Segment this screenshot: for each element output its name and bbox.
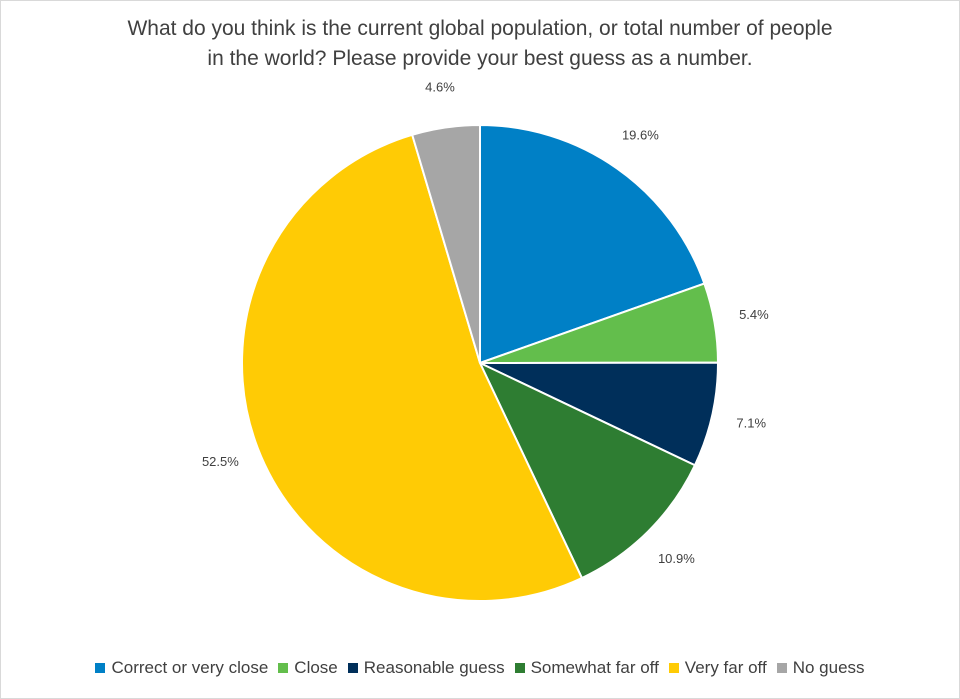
legend-swatch (95, 663, 106, 673)
chart-title-line-1: What do you think is the current global … (127, 17, 833, 40)
legend-swatch (668, 663, 679, 673)
data-label-somewhat-far-off: 10.9% (658, 551, 695, 566)
legend-label: Reasonable guess (363, 658, 505, 677)
legend-label: Very far off (684, 658, 767, 677)
data-label-close: 5.4% (739, 307, 769, 322)
legend-label: Somewhat far off (530, 658, 659, 677)
data-label-very-far-off: 52.5% (202, 454, 239, 469)
legend-swatch (278, 663, 289, 673)
legend-item-no-guess: No guess (776, 658, 865, 678)
legend-item-reasonable: Reasonable guess (347, 658, 505, 678)
chart-title: What do you think is the current global … (80, 14, 880, 74)
pie-slice-very-far-off (241, 133, 583, 602)
pie-slice-correct-or-very-close (479, 124, 706, 364)
legend-swatch (347, 663, 358, 673)
legend-label: Correct or very close (111, 658, 269, 677)
legend-label: No guess (792, 658, 865, 677)
pie-slice-reasonable-guess (479, 361, 720, 467)
legend-swatch (514, 663, 525, 673)
data-label-reasonable-guess: 7.1% (736, 415, 766, 430)
legend-item-close: Close (278, 658, 338, 678)
data-label-correct-or-very-close: 19.6% (622, 127, 659, 142)
legend-label: Close (294, 658, 338, 677)
legend-item-very-far: Very far off (668, 658, 767, 678)
pie-slice-somewhat-far-off (479, 362, 696, 580)
pie-slice-no-guess (411, 124, 481, 364)
legend: Correct or very close Close Reasonable g… (0, 658, 960, 678)
chart-title-line-2: in the world? Please provide your best g… (207, 47, 753, 70)
legend-swatch (776, 663, 787, 673)
data-label-no-guess: 4.6% (425, 79, 455, 94)
legend-item-somewhat-far: Somewhat far off (514, 658, 659, 678)
legend-item-correct: Correct or very close (95, 658, 268, 678)
